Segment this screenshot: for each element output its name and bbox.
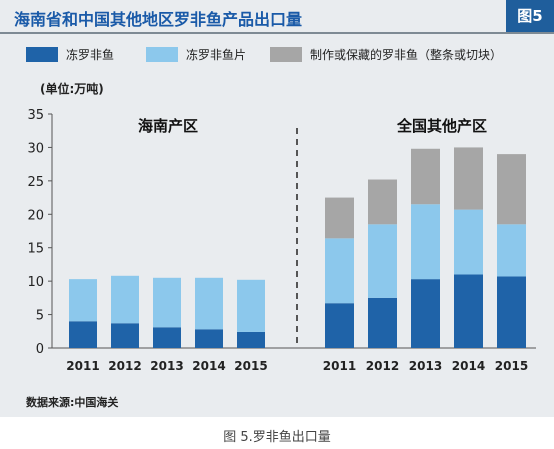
- figure-tag: 图5: [506, 0, 554, 32]
- y-tick-label: 15: [27, 242, 44, 257]
- bar-frozen-whole-2014: [195, 329, 223, 348]
- legend-label-processed: 制作或保藏的罗非鱼（整条或切块）: [310, 48, 503, 62]
- bar-frozen-whole-2012: [368, 297, 397, 348]
- y-tick-label: 0: [36, 342, 44, 357]
- bar-frozen-fillet-2011: [69, 279, 97, 322]
- x-tick-label: 2012: [366, 359, 399, 373]
- y-tick-label: 30: [27, 141, 44, 156]
- x-tick-label: 2011: [323, 359, 356, 373]
- x-tick-label: 2015: [234, 359, 267, 373]
- bar-frozen-fillet-2013: [411, 204, 440, 280]
- bar-frozen-whole-2015: [497, 276, 526, 348]
- x-tick-label: 2014: [452, 359, 485, 373]
- bar-frozen-whole-2011: [325, 303, 354, 348]
- y-tick-label: 10: [27, 275, 44, 290]
- legend: 冻罗非鱼 冻罗非鱼片 制作或保藏的罗非鱼（整条或切块）: [0, 46, 554, 66]
- x-tick-label: 2013: [150, 359, 183, 373]
- x-tick-label: 2011: [66, 359, 99, 373]
- legend-item-frozen-fillet: 冻罗非鱼片: [146, 46, 246, 63]
- chart-title: 海南省和中国其他地区罗非鱼产品出口量: [14, 10, 303, 29]
- bar-frozen-fillet-2014: [454, 209, 483, 275]
- bar-frozen-whole-2014: [454, 274, 483, 348]
- y-tick-label: 35: [27, 108, 44, 123]
- bar-processed-2012: [368, 179, 397, 225]
- y-tick-label: 20: [27, 208, 44, 223]
- x-tick-label: 2012: [108, 359, 141, 373]
- y-tick-label: 25: [27, 175, 44, 190]
- bar-frozen-whole-2013: [411, 279, 440, 348]
- title-bar: 海南省和中国其他地区罗非鱼产品出口量 图5: [0, 0, 554, 34]
- bar-frozen-whole-2015: [237, 331, 265, 348]
- bar-frozen-whole-2011: [69, 321, 97, 348]
- bar-frozen-fillet-2015: [237, 279, 265, 332]
- legend-item-frozen-whole: 冻罗非鱼: [26, 46, 114, 63]
- legend-label-frozen-fillet: 冻罗非鱼片: [186, 48, 247, 62]
- bar-processed-2014: [454, 147, 483, 210]
- bar-frozen-whole-2013: [153, 327, 181, 348]
- legend-label-frozen-whole: 冻罗非鱼: [66, 48, 115, 62]
- legend-swatch-frozen-fillet: [146, 47, 178, 62]
- bar-frozen-fillet-2014: [195, 277, 223, 330]
- bar-frozen-whole-2012: [111, 323, 139, 348]
- bar-processed-2011: [325, 197, 354, 239]
- legend-swatch-processed: [270, 47, 302, 62]
- figure-caption: 图 5.罗非鱼出口量: [223, 430, 331, 445]
- stacked-bar-chart: 0 5 10 15 20 25 30 35 海南产区 2011 2012 2013 2014 2015 全国…: [27, 108, 536, 373]
- legend-swatch-frozen-whole: [26, 47, 58, 62]
- group-label-0: 海南产区: [138, 117, 198, 135]
- legend-item-processed: 制作或保藏的罗非鱼（整条或切块）: [270, 46, 502, 63]
- bar-frozen-fillet-2015: [497, 224, 526, 277]
- bar-frozen-fillet-2012: [368, 224, 397, 298]
- bar-frozen-fillet-2012: [111, 275, 139, 324]
- bar-processed-2013: [411, 148, 440, 205]
- y-tick-label: 5: [36, 309, 44, 324]
- bar-frozen-fillet-2013: [153, 277, 181, 328]
- x-tick-label: 2015: [495, 359, 528, 373]
- x-tick-label: 2014: [192, 359, 225, 373]
- group-label-1: 全国其他产区: [396, 117, 487, 135]
- unit-label: (单位:万吨): [40, 82, 104, 96]
- data-source: 数据来源:中国海关: [26, 396, 119, 409]
- chart-panel: 海南省和中国其他地区罗非鱼产品出口量 图5 冻罗非鱼 冻罗非鱼片 制作或保藏的罗…: [0, 0, 554, 417]
- x-tick-label: 2013: [409, 359, 442, 373]
- bar-frozen-fillet-2011: [325, 238, 354, 304]
- bar-processed-2015: [497, 154, 526, 225]
